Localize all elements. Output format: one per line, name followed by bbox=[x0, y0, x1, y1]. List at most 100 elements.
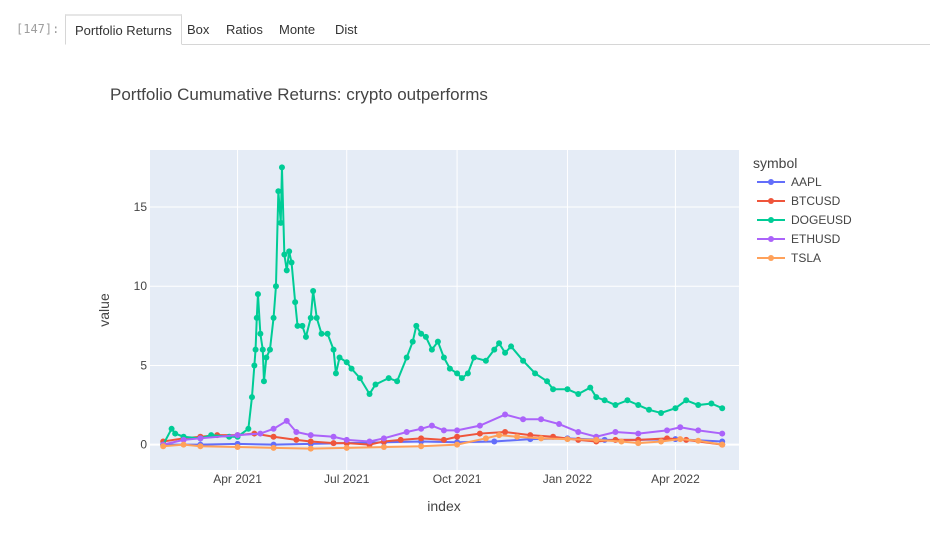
data-point bbox=[180, 436, 187, 443]
data-point bbox=[418, 330, 425, 337]
legend-swatch-marker bbox=[768, 217, 774, 223]
data-point bbox=[458, 375, 465, 382]
data-point bbox=[403, 428, 410, 435]
data-point bbox=[418, 435, 425, 442]
data-point bbox=[330, 433, 337, 440]
tab-box[interactable]: Box bbox=[187, 22, 210, 37]
data-point bbox=[180, 441, 187, 448]
data-point bbox=[719, 441, 726, 448]
data-point bbox=[277, 219, 284, 226]
series-line bbox=[163, 434, 723, 450]
data-point bbox=[251, 362, 258, 369]
data-point bbox=[544, 378, 551, 385]
data-point bbox=[248, 394, 255, 401]
data-point bbox=[270, 425, 277, 432]
data-point bbox=[454, 441, 461, 448]
series-lines bbox=[160, 164, 726, 452]
data-point bbox=[172, 430, 179, 437]
data-point bbox=[446, 365, 453, 372]
legend-item-ethusd[interactable]: ETHUSD bbox=[757, 232, 841, 246]
legend-item-aapl[interactable]: AAPL bbox=[757, 175, 822, 189]
data-point bbox=[278, 164, 285, 171]
data-point bbox=[307, 445, 314, 452]
y-axis-title: value bbox=[96, 293, 112, 327]
data-point bbox=[307, 438, 314, 445]
data-point bbox=[348, 365, 355, 372]
legend-item-dogeusd[interactable]: DOGEUSD bbox=[757, 213, 852, 227]
data-point bbox=[587, 384, 594, 391]
data-point bbox=[336, 354, 343, 361]
data-point bbox=[635, 430, 642, 437]
y-tick-label: 5 bbox=[140, 358, 147, 372]
data-point bbox=[470, 354, 477, 361]
data-point bbox=[624, 397, 631, 404]
data-point bbox=[257, 430, 264, 437]
tab-ratios[interactable]: Ratios bbox=[226, 22, 263, 37]
data-point bbox=[428, 422, 435, 429]
x-tick-label: Jul 2021 bbox=[324, 472, 370, 486]
tab-dist[interactable]: Dist bbox=[335, 22, 358, 37]
data-point bbox=[695, 402, 702, 409]
data-point bbox=[514, 433, 521, 440]
legend-swatch-marker bbox=[768, 198, 774, 204]
data-point bbox=[253, 314, 260, 321]
data-point bbox=[672, 405, 679, 412]
data-point bbox=[428, 346, 435, 353]
data-point bbox=[413, 322, 420, 329]
data-point bbox=[502, 411, 509, 418]
data-point bbox=[293, 436, 300, 443]
data-point bbox=[266, 346, 273, 353]
x-tick-label: Apr 2022 bbox=[651, 472, 700, 486]
series-tsla bbox=[160, 432, 726, 452]
data-point bbox=[418, 425, 425, 432]
legend-item-btcusd[interactable]: BTCUSD bbox=[757, 194, 841, 208]
tick-labels: Apr 2021 Jul 2021 Oct 2021 Jan 2022 Apr 2022… bbox=[134, 200, 700, 486]
y-tick-label: 10 bbox=[134, 279, 148, 293]
data-point bbox=[283, 417, 290, 424]
data-point bbox=[658, 409, 665, 416]
tab-monte[interactable]: Monte bbox=[279, 22, 316, 37]
data-point bbox=[719, 430, 726, 437]
data-point bbox=[294, 322, 301, 329]
data-point bbox=[646, 406, 653, 413]
data-point bbox=[454, 433, 461, 440]
data-point bbox=[695, 437, 702, 444]
legend-label: TSLA bbox=[791, 251, 821, 265]
data-point bbox=[520, 416, 527, 423]
data-point bbox=[618, 438, 625, 445]
data-point bbox=[502, 349, 509, 356]
legend-label: AAPL bbox=[791, 175, 822, 189]
data-point bbox=[343, 444, 350, 451]
data-point bbox=[286, 248, 293, 255]
data-point bbox=[366, 438, 373, 445]
data-point bbox=[664, 427, 671, 434]
legend-label: ETHUSD bbox=[791, 232, 841, 246]
tab-portfolio-returns[interactable]: Portfolio Returns bbox=[65, 14, 182, 45]
data-point bbox=[292, 299, 299, 306]
data-point bbox=[299, 322, 306, 329]
data-point bbox=[168, 425, 175, 432]
data-point bbox=[252, 346, 259, 353]
legend-swatch-marker bbox=[768, 179, 774, 185]
data-point bbox=[491, 346, 498, 353]
data-point bbox=[575, 390, 582, 397]
data-point bbox=[332, 370, 339, 377]
x-tick-label: Oct 2021 bbox=[433, 472, 482, 486]
series-dogeusd bbox=[160, 164, 726, 448]
data-point bbox=[612, 402, 619, 409]
data-point bbox=[440, 427, 447, 434]
data-point bbox=[719, 405, 726, 412]
data-point bbox=[556, 421, 563, 428]
data-point bbox=[496, 432, 503, 439]
data-point bbox=[257, 330, 264, 337]
data-point bbox=[245, 425, 252, 432]
data-point bbox=[263, 354, 270, 361]
legend-label: DOGEUSD bbox=[791, 213, 852, 227]
legend-label: BTCUSD bbox=[791, 194, 841, 208]
legend-item-tsla[interactable]: TSLA bbox=[757, 251, 821, 265]
data-point bbox=[343, 359, 350, 366]
data-point bbox=[197, 435, 204, 442]
data-point bbox=[281, 251, 288, 258]
data-point bbox=[491, 438, 498, 445]
